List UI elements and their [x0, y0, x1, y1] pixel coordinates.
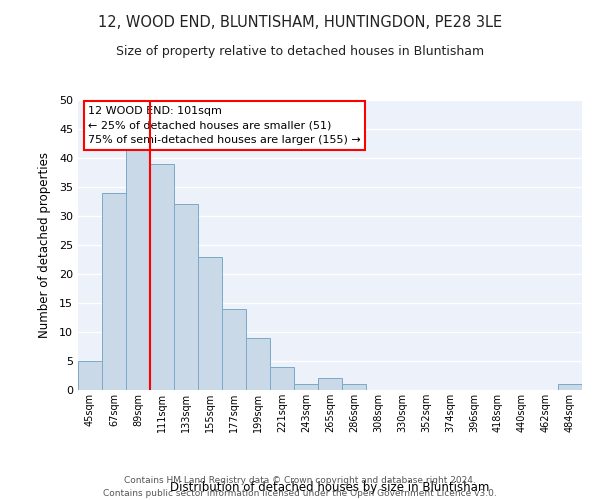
Text: 12, WOOD END, BLUNTISHAM, HUNTINGDON, PE28 3LE: 12, WOOD END, BLUNTISHAM, HUNTINGDON, PE…: [98, 15, 502, 30]
Bar: [270, 367, 294, 390]
Text: Contains HM Land Registry data © Crown copyright and database right 2024.
Contai: Contains HM Land Registry data © Crown c…: [103, 476, 497, 498]
Text: 12 WOOD END: 101sqm
← 25% of detached houses are smaller (51)
75% of semi-detach: 12 WOOD END: 101sqm ← 25% of detached ho…: [88, 106, 361, 146]
Text: Size of property relative to detached houses in Bluntisham: Size of property relative to detached ho…: [116, 45, 484, 58]
Bar: [222, 309, 246, 390]
Bar: [318, 378, 342, 390]
Bar: [102, 193, 126, 390]
Bar: [558, 384, 582, 390]
Bar: [174, 204, 198, 390]
Bar: [246, 338, 270, 390]
Bar: [126, 146, 150, 390]
Bar: [150, 164, 174, 390]
Bar: [78, 361, 102, 390]
X-axis label: Distribution of detached houses by size in Bluntisham: Distribution of detached houses by size …: [170, 481, 490, 494]
Bar: [294, 384, 318, 390]
Bar: [198, 256, 222, 390]
Y-axis label: Number of detached properties: Number of detached properties: [38, 152, 50, 338]
Bar: [342, 384, 366, 390]
